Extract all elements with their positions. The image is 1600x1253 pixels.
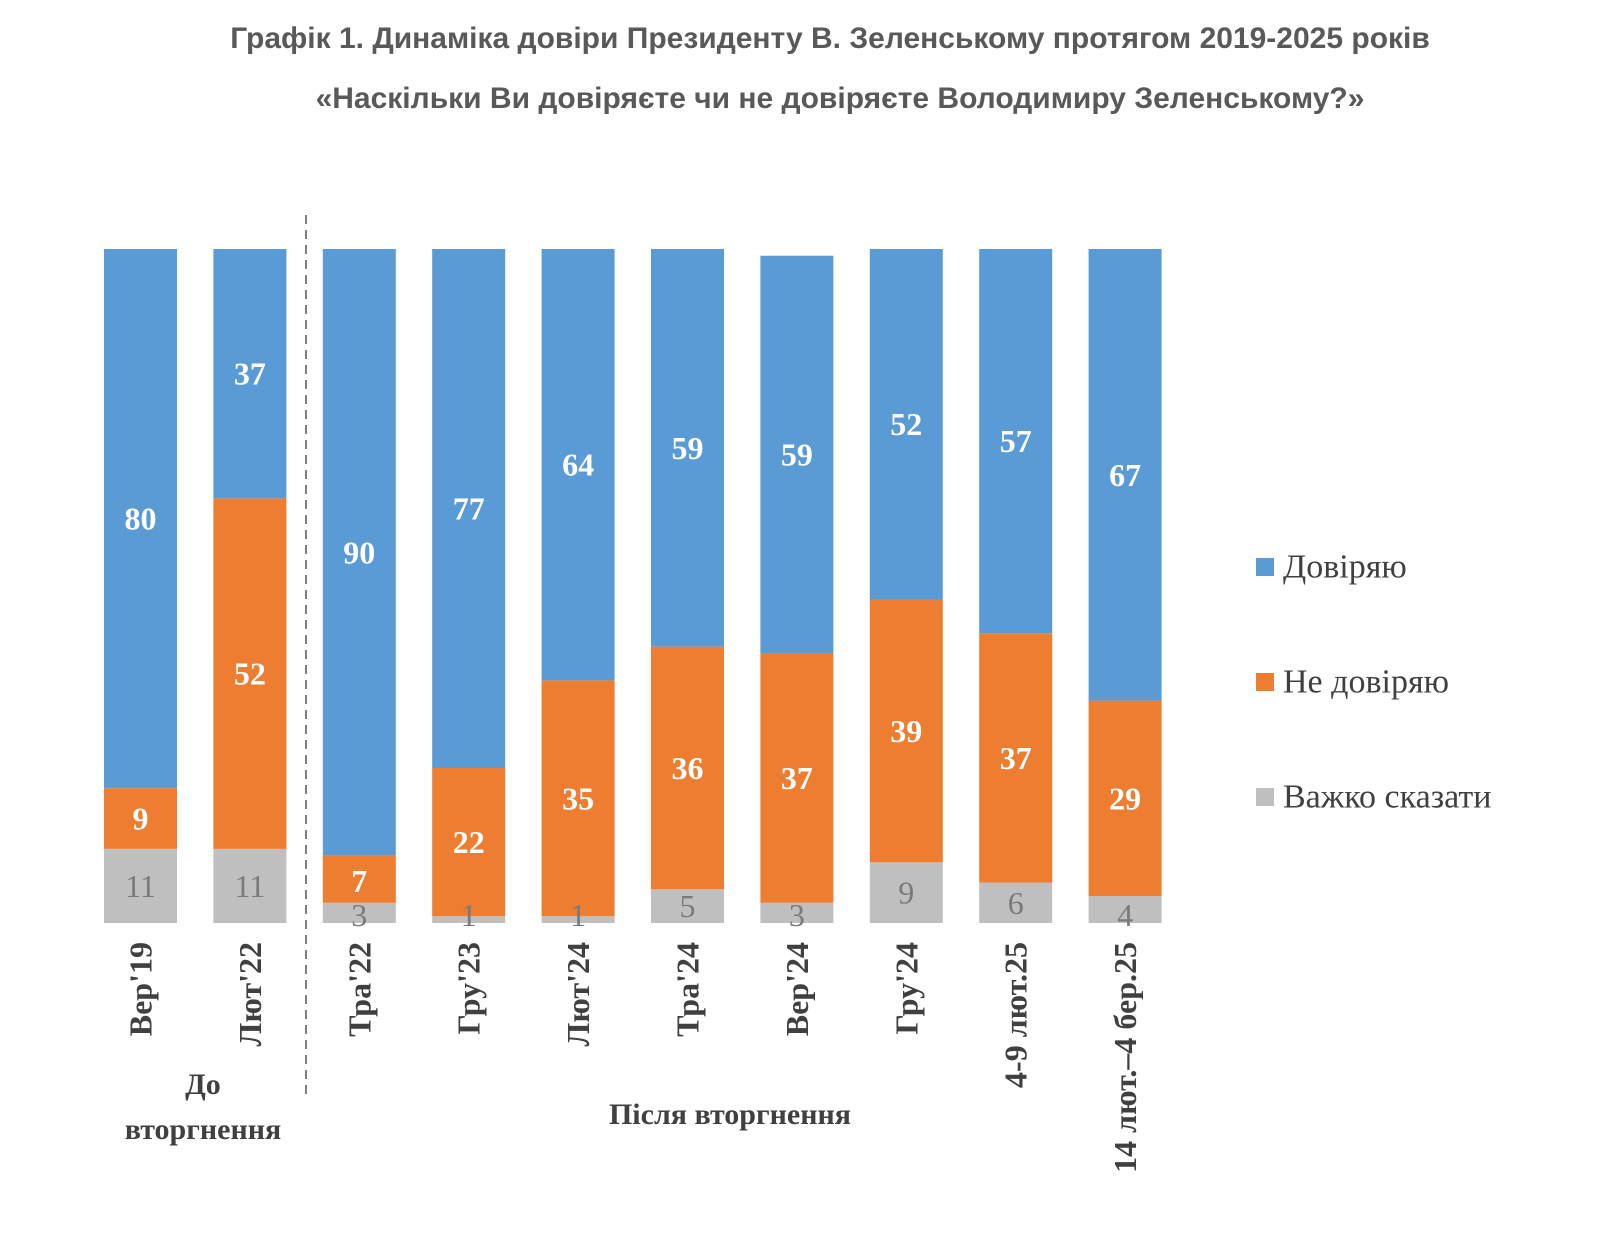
bar-segment-trust [760,255,834,654]
bar-segment-distrust [213,498,287,849]
bar-segment-distrust [1088,700,1162,897]
bar-segment-distrust [104,788,177,849]
bar-segment-trust [1088,249,1162,701]
value-label: 59 [672,430,704,466]
group-labels-layer: До вторгнення Після вторгнення [125,1068,851,1146]
value-label: 39 [890,713,922,749]
value-label: 5 [680,888,696,924]
chart-subtitle: «Наскільки Ви довіряєте чи не довіряєте … [315,82,1365,115]
legend-label: Важко сказати [1283,779,1491,816]
group-label: До [185,1068,221,1101]
value-label: 52 [234,656,266,692]
category-label: 14 лют.–4 бер.25 [1107,942,1143,1173]
category-label: Лют'22 [232,942,268,1046]
bar-segment-hard-to-say [541,916,615,923]
value-label: 29 [1109,780,1141,816]
value-label: 37 [781,760,813,796]
bar-segment-trust [651,249,724,647]
category-label: Лют'24 [560,942,596,1046]
category-label: Вер'19 [123,942,159,1036]
value-label: 59 [781,437,813,473]
value-label: 52 [890,406,922,442]
value-labels-layer: 1198011523737901227713564536593375993952… [125,356,1142,933]
legend-swatch [1256,788,1274,806]
bar-segment-distrust [432,767,506,917]
value-label: 1 [461,897,477,933]
bar-segment-trust [322,249,396,856]
category-label: 4-9 лют.25 [998,942,1034,1088]
value-label: 67 [1109,457,1141,493]
value-label: 9 [898,875,914,911]
group-label: вторгнення [125,1113,282,1146]
value-label: 77 [453,490,485,526]
value-label: 37 [234,356,266,392]
category-label: Тра'24 [670,942,706,1037]
value-label: 4 [1117,897,1133,933]
bar-segment-hard-to-say [432,916,506,923]
category-label: Тра'22 [341,942,377,1037]
bar-segment-hard-to-say [760,902,834,923]
value-label: 6 [1008,885,1024,921]
value-label: 90 [343,534,375,570]
bar-segment-trust [979,249,1053,634]
value-label: 57 [1000,423,1032,459]
legend-swatch [1256,673,1274,691]
value-label: 80 [125,501,157,537]
bar-segment-distrust [869,599,943,863]
category-labels-layer: Вер'19 Лют'22 Тра'22 Гру'23 Лют'24 Тра'24 Вер'… [123,942,1144,1173]
value-label: 3 [789,897,805,933]
value-label: 3 [351,897,367,933]
bars-layer [104,249,1162,923]
bar-segment-trust [432,249,506,768]
bar-segment-hard-to-say [322,902,396,923]
bar-segment-hard-to-say [869,862,943,923]
legend: Довіряю Не довіряю Важко сказати [1256,549,1491,816]
value-label: 11 [125,868,156,904]
bar-segment-hard-to-say [213,848,287,923]
bar-segment-trust [541,249,615,681]
bar-segment-hard-to-say [104,848,177,923]
bar-segment-trust [869,249,943,600]
bar-segment-distrust [760,653,834,903]
bar-segment-hard-to-say [651,889,724,923]
value-label: 36 [672,750,704,786]
value-label: 7 [351,863,367,899]
bar-segment-distrust [322,855,396,903]
bar-segment-trust [213,249,287,499]
value-label: 11 [234,868,265,904]
value-label: 35 [562,780,594,816]
bar-segment-distrust [979,633,1053,883]
legend-label: Не довіряю [1283,664,1449,701]
bar-segment-trust [104,249,177,789]
bar-segment-distrust [651,646,724,890]
legend-swatch [1256,558,1274,576]
category-label: Вер'24 [779,942,815,1036]
category-label: Гру'23 [451,942,487,1035]
bar-segment-hard-to-say [1088,896,1162,923]
legend-label: Довіряю [1283,549,1407,586]
chart-title: Графік 1. Динаміка довіри Президенту В. … [230,22,1430,55]
value-label: 9 [133,801,149,837]
group-label: Після вторгнення [609,1098,851,1131]
bar-segment-hard-to-say [979,882,1053,923]
value-label: 22 [453,824,485,860]
category-label: Гру'24 [888,942,924,1035]
value-label: 64 [562,447,594,483]
bar-segment-distrust [541,680,615,917]
value-label: 1 [570,897,586,933]
value-label: 37 [1000,740,1032,776]
